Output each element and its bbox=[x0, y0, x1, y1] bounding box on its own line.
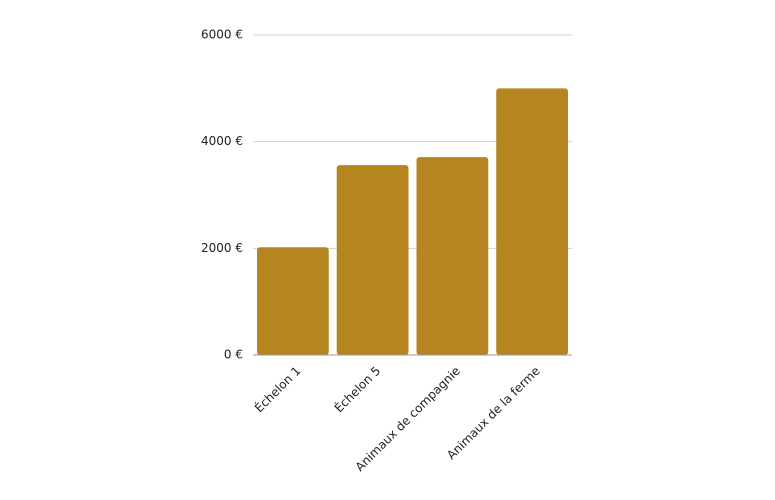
bar bbox=[336, 165, 409, 355]
y-tick-label: 0 € bbox=[224, 348, 243, 362]
x-tick-label: Échelon 1 bbox=[251, 363, 303, 415]
y-tick-label: 2000 € bbox=[201, 241, 243, 255]
x-tick-label: Animaux de la ferme bbox=[444, 364, 543, 463]
y-tick-label: 6000 € bbox=[201, 28, 243, 42]
bar bbox=[416, 157, 489, 355]
bar bbox=[496, 88, 569, 355]
x-tick-label: Échelon 5 bbox=[331, 363, 383, 415]
bar bbox=[256, 247, 329, 355]
y-tick-label: 4000 € bbox=[201, 134, 243, 148]
